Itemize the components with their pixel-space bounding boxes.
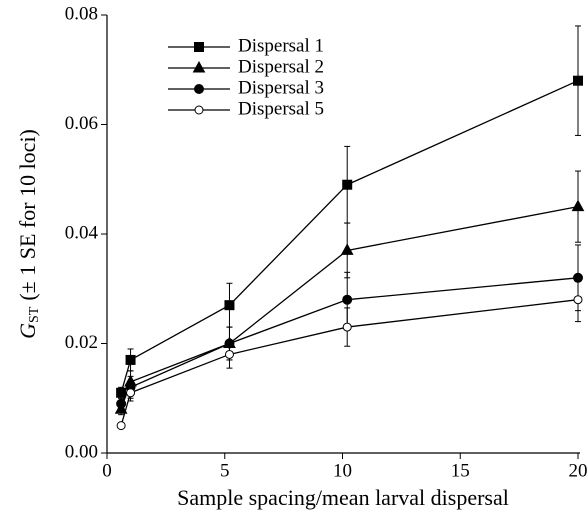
x-tick-label: 0 xyxy=(102,460,112,481)
series-line xyxy=(120,299,579,426)
marker xyxy=(224,349,234,359)
x-tick-label: 20 xyxy=(569,460,587,481)
y-axis-label: GST (± 1 SE for 10 loci) xyxy=(15,129,42,339)
marker xyxy=(571,199,585,212)
legend-label: Dispersal 5 xyxy=(238,98,324,119)
legend-marker xyxy=(194,42,204,52)
marker xyxy=(116,387,127,398)
legend-marker xyxy=(194,84,204,94)
x-axis-label: Sample spacing/mean larval dispersal xyxy=(177,485,509,510)
marker xyxy=(573,75,583,86)
y-label-symbol: G xyxy=(15,323,40,339)
marker xyxy=(340,243,354,255)
legend-marker xyxy=(194,105,204,115)
x-tick-label: 10 xyxy=(333,460,352,481)
legend-label: Dispersal 2 xyxy=(238,56,324,77)
marker xyxy=(224,300,235,311)
y-label-subscript: ST xyxy=(27,306,42,323)
marker xyxy=(342,294,353,305)
y-tick-label: 0.06 xyxy=(65,113,98,134)
y-tick-label: 0.02 xyxy=(65,332,98,353)
x-tick-label: 15 xyxy=(451,460,470,481)
marker xyxy=(573,295,583,305)
marker xyxy=(116,398,127,409)
marker xyxy=(116,421,126,431)
marker xyxy=(126,388,136,398)
marker xyxy=(342,179,353,190)
y-tick-label: 0.08 xyxy=(65,3,98,24)
legend-label: Dispersal 3 xyxy=(238,77,324,98)
legend-marker xyxy=(192,60,206,73)
marker xyxy=(342,322,352,332)
y-tick-label: 0.00 xyxy=(65,441,98,462)
y-tick-label: 0.04 xyxy=(65,222,99,243)
marker xyxy=(125,354,136,365)
x-tick-label: 5 xyxy=(220,460,230,481)
y-label-text: (± 1 SE for 10 loci) xyxy=(15,129,40,301)
legend-label: Dispersal 1 xyxy=(238,35,324,56)
